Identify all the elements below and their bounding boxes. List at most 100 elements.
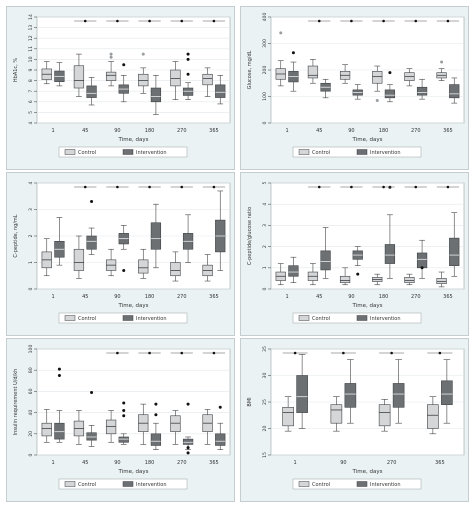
y-tick-label: 0 — [262, 121, 268, 124]
legend-swatch — [122, 481, 134, 487]
y-tick-label: 14 — [28, 14, 34, 20]
y-tick-label: 300 — [262, 39, 268, 48]
outlier-point — [279, 31, 283, 35]
legend-swatch — [64, 481, 76, 487]
box-control — [105, 419, 117, 435]
box-intervention — [86, 85, 97, 98]
significance-marker — [148, 185, 151, 189]
box-control — [138, 259, 149, 274]
box-control — [41, 422, 52, 437]
outlier-point — [122, 414, 126, 418]
x-axis-label: Time, days — [118, 469, 149, 475]
significance-marker — [438, 351, 442, 355]
significance-marker — [317, 185, 321, 189]
box-intervention — [320, 250, 331, 271]
legend-label: Intervention — [370, 150, 401, 156]
box-intervention — [182, 438, 194, 445]
box-intervention — [441, 380, 453, 405]
outlier-point — [122, 408, 126, 412]
box-intervention — [54, 422, 65, 440]
y-tick-label: 35 — [262, 346, 268, 352]
y-axis-label: Insulin requirement U/d/kh — [13, 369, 19, 436]
panel-bmi: 15 20 25 30 35 BMI 1 90 270 365 Time, days Control I… — [240, 338, 469, 502]
panel-c-peptide: 0 1 2 3 4 C-peptide, ng/mL 1 45 90 180 270 365 Time,… — [6, 172, 235, 336]
y-tick-label: 5 — [28, 111, 34, 114]
legend-swatch — [298, 315, 310, 321]
legend-label: Control — [312, 316, 330, 322]
significance-marker — [446, 185, 450, 189]
y-tick-label: 6 — [28, 100, 34, 103]
box-control — [170, 415, 181, 432]
legend-swatch — [64, 315, 76, 321]
box-intervention — [288, 265, 299, 277]
significance-marker — [212, 185, 216, 189]
x-tick-label: 90 — [348, 128, 354, 134]
legend-swatch — [356, 149, 368, 155]
y-axis-label: HbA1c, % — [13, 58, 19, 82]
significance-marker — [293, 351, 297, 355]
x-tick-label: 365 — [209, 294, 219, 300]
legend-label: Intervention — [136, 150, 167, 156]
outlier-point — [90, 390, 94, 394]
box-intervention — [86, 235, 97, 250]
box-intervention — [416, 252, 428, 269]
box-control — [73, 65, 85, 89]
y-axis-label: C-peptide, ng/mL — [13, 214, 19, 257]
x-tick-label: 365 — [443, 294, 453, 300]
outlier-point — [186, 52, 190, 56]
x-tick-label: 180 — [145, 294, 155, 300]
x-axis-label: Time, days — [352, 303, 383, 309]
x-tick-label: 1 — [51, 294, 54, 300]
box-control — [339, 275, 351, 283]
outlier-point — [154, 413, 158, 417]
y-tick-label: 60 — [28, 388, 34, 394]
x-axis-label: Time, days — [352, 469, 383, 475]
outlier-point — [109, 55, 113, 59]
x-tick-label: 180 — [379, 128, 389, 134]
box-intervention — [449, 84, 460, 99]
significance-marker — [116, 19, 119, 23]
y-tick-label: 100 — [28, 345, 34, 354]
legend-label: Control — [78, 482, 96, 488]
x-tick-label: 1 — [285, 294, 288, 300]
y-tick-label: 10 — [28, 56, 34, 62]
significance-marker — [342, 351, 345, 355]
box-control — [372, 71, 383, 84]
box-control — [378, 404, 391, 427]
box-intervention — [182, 87, 194, 96]
significance-marker — [180, 19, 184, 23]
significance-marker — [382, 19, 385, 23]
legend-label: Control — [78, 316, 96, 322]
outlier-point — [122, 268, 126, 272]
x-tick-label: 270 — [411, 128, 421, 134]
significance-marker — [414, 19, 418, 23]
significance-marker — [212, 19, 216, 23]
outlier-point — [186, 402, 190, 406]
outlier-point — [141, 52, 145, 56]
chart-c-peptide: 0 1 2 3 4 C-peptide, ng/mL 1 45 90 180 270 365 Time,… — [13, 181, 231, 324]
outlier-point — [186, 57, 190, 61]
y-tick-label: 3 — [28, 208, 34, 211]
outlier-point — [291, 51, 295, 55]
box-control — [73, 248, 85, 271]
y-axis-label: BMI — [247, 397, 253, 406]
y-tick-label: 0 — [262, 287, 268, 290]
box-intervention — [296, 375, 308, 413]
y-tick-label: 11 — [28, 46, 34, 52]
x-tick-label: 45 — [82, 128, 88, 134]
significance-marker — [116, 185, 119, 189]
legend-label: Control — [78, 150, 96, 156]
y-tick-label: 1 — [262, 266, 268, 269]
y-tick-label: 3 — [262, 224, 268, 227]
legend-swatch — [122, 315, 134, 321]
significance-marker — [446, 19, 450, 23]
outlier-point — [420, 266, 424, 270]
x-tick-label: 1 — [285, 128, 288, 134]
x-tick-label: 45 — [82, 460, 88, 466]
x-tick-label: 180 — [145, 128, 155, 134]
panel-glucose: 0 100 200 300 400 Glucose, mg/dL 1 45 90 180 270 36… — [240, 6, 469, 170]
y-tick-label: 20 — [262, 426, 268, 432]
x-tick-label: 45 — [316, 294, 322, 300]
